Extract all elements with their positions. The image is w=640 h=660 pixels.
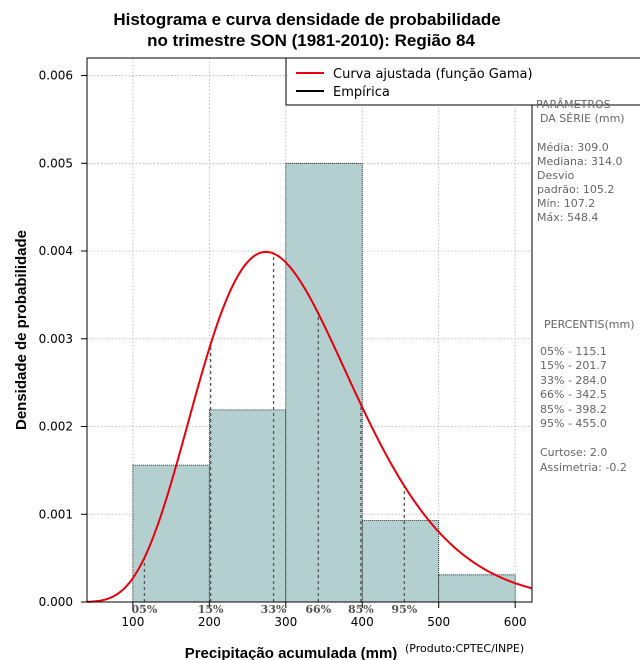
param-line: padrão: 105.2 [537,183,614,196]
histogram-bars [132,162,516,603]
y-axis-label: Densidade de probabilidade [13,230,30,430]
y-tick-label: 0.003 [39,332,73,346]
histogram-bar [285,162,363,603]
legend-label-empirical: Empírica [333,85,390,100]
percentile-label: 15% [198,603,224,616]
y-tick-label: 0.005 [39,156,73,170]
fitted-gamma-curve [86,250,533,603]
chart-title-line-1: Histograma e curva densidade de probabil… [113,10,500,29]
param-line: Desvio [537,169,575,182]
params-title-1: PARÂMETROS [536,98,611,111]
histogram-bar [132,464,210,603]
y-tick-label: 0.000 [39,595,73,609]
param-line: Máx: 548.4 [537,211,598,224]
y-axis: 0.000 0.001 0.002 0.003 0.004 0.005 0.006 [39,69,87,609]
percentil-line: 66% - 342.5 [540,388,607,401]
histogram-bar [208,409,287,603]
x-axis: 100 200 300 400 500 600 [121,602,527,629]
percentil-line: 33% - 284.0 [540,374,607,387]
legend-box [285,57,640,106]
histogram-bar [361,520,440,603]
param-line: Mediana: 314.0 [537,155,622,168]
percentile-label: 85% [348,603,374,616]
percentil-line: 95% - 455.0 [540,417,607,430]
y-tick-label: 0.001 [39,507,73,521]
x-tick-label: 500 [427,615,450,629]
stat-line: Assimetria: -0.2 [540,461,627,474]
percentile-label: 95% [391,603,417,616]
y-tick-label: 0.004 [39,244,73,258]
params-title-2: DA SÉRIE (mm) [540,112,625,125]
side-panel: PARÂMETROS DA SÉRIE (mm) Média: 309.0 Me… [536,98,635,474]
percentile-labels: 05% 15% 33% 66% 85% 95% [132,603,418,616]
x-tick-label: 200 [198,615,221,629]
credit-text: (Produto:CPTEC/INPE) [405,642,524,655]
legend: Curva ajustada (função Gama) Empírica [285,57,640,106]
x-axis-label: Precipitação acumulada (mm) [185,645,398,660]
percentil-line: 15% - 201.7 [540,359,607,372]
param-line: Média: 309.0 [537,141,609,154]
x-tick-label: 600 [504,615,527,629]
x-tick-label: 100 [121,615,144,629]
percentile-label: 66% [305,603,331,616]
legend-label-fitted: Curva ajustada (função Gama) [333,67,533,82]
percentile-label: 05% [132,603,158,616]
y-tick-label: 0.006 [39,69,73,83]
y-tick-label: 0.002 [39,420,73,434]
chart-title-line-2: no trimestre SON (1981-2010): Região 84 [147,31,475,50]
x-tick-label: 300 [274,615,297,629]
x-tick-label: 400 [351,615,374,629]
percentil-line: 85% - 398.2 [540,403,607,416]
percentis-title: PERCENTIS(mm) [544,318,635,331]
percentile-label: 33% [261,603,287,616]
stat-line: Curtose: 2.0 [540,446,607,459]
percentil-line: 05% - 115.1 [540,345,607,358]
percentile-lines [143,253,405,602]
histogram-bar [438,574,516,603]
param-line: Mín: 107.2 [537,197,595,210]
